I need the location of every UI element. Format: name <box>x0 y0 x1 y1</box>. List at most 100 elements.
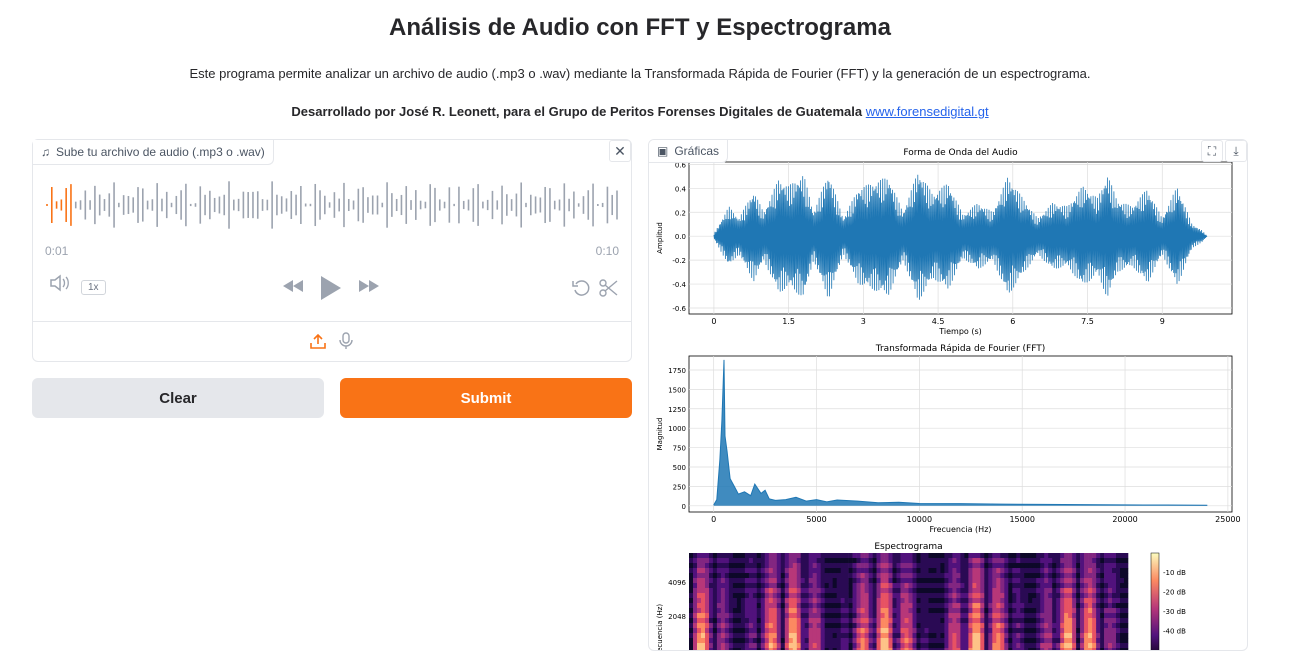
spectrogram-cell <box>908 628 913 634</box>
spectrogram-cell <box>960 568 965 574</box>
spectrogram-cell <box>868 573 873 579</box>
spectrogram-cell <box>1080 588 1085 594</box>
spectrogram-cell <box>701 553 706 559</box>
spectrogram-cell <box>740 583 746 589</box>
spectrogram-cell <box>776 618 782 624</box>
spectrogram-cell <box>856 563 861 569</box>
panel-divider <box>33 321 631 322</box>
download-button[interactable]: ⤓ <box>1225 140 1247 162</box>
playback-speed-button[interactable]: 1x <box>81 280 106 295</box>
spectrogram-cell <box>960 578 965 584</box>
spectrogram-cell <box>980 623 985 629</box>
spectrogram-cell <box>788 643 794 649</box>
spectrogram-cell <box>980 563 985 569</box>
spectrogram-cell <box>1104 598 1109 604</box>
spectrogram-cell <box>808 608 813 614</box>
spectrogram-cell <box>1108 563 1113 569</box>
spectrogram-cell <box>916 558 921 564</box>
spectrogram-cell <box>808 648 813 650</box>
spectrogram-cell <box>860 588 865 594</box>
spectrogram-cell <box>948 638 953 644</box>
spectrogram-cell <box>816 553 821 559</box>
spectrogram-cell <box>693 593 698 599</box>
spectrogram-cell <box>740 603 746 609</box>
rewind-button[interactable] <box>281 278 305 294</box>
clear-audio-button[interactable]: ✕ <box>609 140 631 162</box>
spectrogram-cell <box>1108 573 1113 579</box>
spectrogram-cell <box>804 573 809 579</box>
spectrogram-cell <box>972 623 977 629</box>
spectrogram-cell <box>888 638 893 644</box>
plots-panel-label: ▣ Gráficas <box>649 140 729 163</box>
spectrogram-cell <box>868 578 873 584</box>
spectrogram-cell <box>1004 608 1009 614</box>
spectrogram-cell <box>816 638 821 644</box>
spectrogram-cell <box>856 648 861 650</box>
spectrogram-cell <box>1068 608 1073 614</box>
spectrogram-cell <box>1064 638 1069 644</box>
spectrogram-cell <box>1120 563 1125 569</box>
trim-button[interactable] <box>599 278 619 298</box>
spectrogram-cell <box>852 558 857 564</box>
spectrogram-cell <box>1012 618 1017 624</box>
spectrogram-cell <box>884 643 889 649</box>
spectrogram-cell <box>1108 558 1113 564</box>
spectrogram-cell <box>816 633 821 639</box>
fullscreen-button[interactable]: ⛶ <box>1201 140 1223 162</box>
spectrogram-cell <box>836 573 841 579</box>
spectrogram-cell <box>1068 578 1073 584</box>
upload-button[interactable] <box>309 332 327 350</box>
spectrogram-cell <box>744 638 750 644</box>
spectrogram-cell <box>788 628 794 634</box>
spectrogram-cell <box>1084 618 1089 624</box>
fft-xtick-label: 25000 <box>1215 515 1240 524</box>
play-button[interactable] <box>319 274 343 302</box>
spectrogram-cell <box>880 623 885 629</box>
clear-button[interactable]: Clear <box>32 378 324 418</box>
spectrogram-cell <box>1116 588 1121 594</box>
spectrogram-cell <box>952 563 957 569</box>
spectrogram-cell <box>920 633 925 639</box>
fast-forward-button[interactable] <box>357 278 381 294</box>
spectrogram-cell <box>1080 573 1085 579</box>
spectrogram-cell <box>936 628 941 634</box>
spectrogram-cell <box>728 593 734 599</box>
spectrogram-cell <box>836 608 841 614</box>
spectrogram-cell <box>1028 643 1033 649</box>
spectrogram-cell <box>1056 648 1061 650</box>
spectrogram-cell <box>728 603 734 609</box>
volume-button[interactable] <box>49 274 71 292</box>
spectrogram-cell <box>697 623 702 629</box>
spectrogram-cell <box>1040 578 1045 584</box>
spectrogram-cell <box>732 588 738 594</box>
microphone-button[interactable] <box>337 332 355 350</box>
spectrogram-cell <box>956 638 961 644</box>
audio-waveform[interactable] <box>45 178 619 232</box>
spectrogram-cell <box>864 618 869 624</box>
spectrogram-cell <box>968 648 973 650</box>
spectrogram-cell <box>697 578 702 584</box>
spectrogram-cell <box>1012 578 1017 584</box>
spectrogram-cell <box>900 553 905 559</box>
spectrogram-cell <box>1016 628 1021 634</box>
spectrogram-cell <box>788 648 794 650</box>
spectrogram-cell <box>908 623 913 629</box>
reset-button[interactable] <box>571 278 591 298</box>
spectrogram-cell <box>916 633 921 639</box>
credit-link[interactable]: www.forensedigital.gt <box>865 104 989 119</box>
spectrogram-cell <box>1048 608 1053 614</box>
spectrogram-cell <box>760 578 766 584</box>
spectrogram-cell <box>804 648 809 650</box>
spectrogram-cell <box>1048 573 1053 579</box>
spectrogram-cell <box>884 573 889 579</box>
submit-button[interactable]: Submit <box>340 378 632 418</box>
spectrogram-cell <box>784 613 790 619</box>
spectrogram-cell <box>804 603 809 609</box>
spectrogram-cell <box>940 578 945 584</box>
spectrogram-cell <box>760 593 766 599</box>
spectrogram-cell <box>884 648 889 650</box>
spectrogram-cell <box>1056 588 1061 594</box>
spectrogram-cell <box>988 648 993 650</box>
spectrogram-cell <box>972 633 977 639</box>
spectrogram-cell <box>788 593 794 599</box>
